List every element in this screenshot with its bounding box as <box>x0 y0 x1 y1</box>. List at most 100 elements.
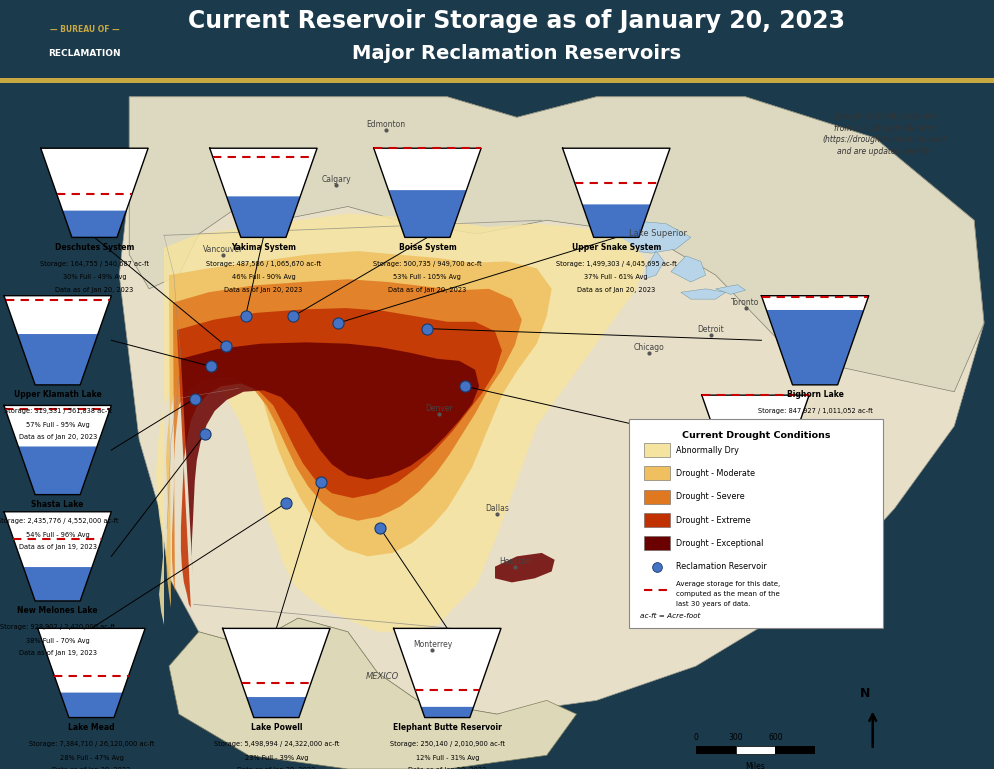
Polygon shape <box>702 395 809 484</box>
Text: Data as of Jan 20, 2023: Data as of Jan 20, 2023 <box>776 434 854 441</box>
Bar <box>644 490 670 504</box>
Bar <box>775 746 815 754</box>
Polygon shape <box>716 285 746 295</box>
Text: Upper Snake System: Upper Snake System <box>572 243 661 252</box>
Text: Drought - Extreme: Drought - Extreme <box>676 515 750 524</box>
Text: Miles: Miles <box>746 762 765 769</box>
Text: Detroit: Detroit <box>698 325 724 335</box>
Text: Data as of Jan 20, 2023: Data as of Jan 20, 2023 <box>53 767 130 769</box>
Text: Storage: 250,140 / 2,010,900 ac-ft: Storage: 250,140 / 2,010,900 ac-ft <box>390 741 505 747</box>
Text: Toronto: Toronto <box>732 298 759 307</box>
Text: Houston: Houston <box>499 558 531 566</box>
Bar <box>644 467 670 480</box>
Polygon shape <box>129 97 984 391</box>
Text: Yakima System: Yakima System <box>231 243 296 252</box>
Text: 0: 0 <box>694 733 698 741</box>
Bar <box>696 746 736 754</box>
Text: Drought - Severe: Drought - Severe <box>676 492 745 501</box>
Text: Storage: 319,331 / 561,838 ac-ft: Storage: 319,331 / 561,838 ac-ft <box>4 408 111 414</box>
Text: last 30 years of data.: last 30 years of data. <box>676 601 750 607</box>
Polygon shape <box>156 213 646 632</box>
Text: 53% Full - 105% Avg: 53% Full - 105% Avg <box>394 275 461 281</box>
Polygon shape <box>4 405 111 494</box>
Text: 28% Full - 47% Avg: 28% Full - 47% Avg <box>60 754 123 761</box>
Polygon shape <box>374 148 481 238</box>
Text: Chicago: Chicago <box>634 343 664 351</box>
Text: Calgary: Calgary <box>321 175 351 184</box>
Bar <box>644 513 670 527</box>
Polygon shape <box>761 296 869 384</box>
Text: Storage: 847,927 / 1,011,052 ac-ft: Storage: 847,927 / 1,011,052 ac-ft <box>757 408 873 414</box>
Text: Data as of Jan 19, 2023: Data as of Jan 19, 2023 <box>19 544 96 550</box>
Text: Denver: Denver <box>425 404 453 414</box>
Text: Current Drought Conditions: Current Drought Conditions <box>682 431 830 440</box>
Text: Storage: 5,498,994 / 24,322,000 ac-ft: Storage: 5,498,994 / 24,322,000 ac-ft <box>214 741 339 747</box>
Text: 30% Full - 49% Avg: 30% Full - 49% Avg <box>63 275 126 281</box>
Text: N: N <box>860 687 870 701</box>
Text: Storage: 928,902 / 2,420,000 ac-ft: Storage: 928,902 / 2,420,000 ac-ft <box>0 624 115 631</box>
Polygon shape <box>41 148 148 238</box>
Polygon shape <box>421 707 473 717</box>
Polygon shape <box>18 447 97 494</box>
Text: 61% Full - 104% Avg: 61% Full - 104% Avg <box>722 521 789 528</box>
Text: Upper Klamath Lake: Upper Klamath Lake <box>14 391 101 399</box>
Text: Vancouver: Vancouver <box>203 245 243 254</box>
Text: Data as of Jan 20, 2023: Data as of Jan 20, 2023 <box>717 534 794 540</box>
Polygon shape <box>247 697 306 717</box>
Bar <box>644 443 670 457</box>
Text: Data as of Jan 19, 2023: Data as of Jan 19, 2023 <box>19 651 96 656</box>
Polygon shape <box>646 251 664 278</box>
Text: Lake Mead: Lake Mead <box>69 723 114 732</box>
Polygon shape <box>61 693 122 717</box>
Polygon shape <box>172 279 522 592</box>
Text: Storage: 202,171 / 330,654 ac-ft: Storage: 202,171 / 330,654 ac-ft <box>701 508 810 514</box>
Text: Storage: 500,735 / 949,700 ac-ft: Storage: 500,735 / 949,700 ac-ft <box>373 261 482 267</box>
Text: 38% Full - 70% Avg: 38% Full - 70% Avg <box>26 638 89 644</box>
Text: RECLAMATION: RECLAMATION <box>48 49 121 58</box>
Polygon shape <box>210 148 317 238</box>
Text: Data as of Jan 20, 2023: Data as of Jan 20, 2023 <box>238 767 315 769</box>
Text: Data as of Jan 20, 2023: Data as of Jan 20, 2023 <box>409 767 486 769</box>
Text: 54% Full - 96% Avg: 54% Full - 96% Avg <box>26 531 89 538</box>
Text: Bighorn Lake: Bighorn Lake <box>786 391 844 399</box>
FancyBboxPatch shape <box>629 419 883 628</box>
Polygon shape <box>714 430 797 484</box>
Polygon shape <box>582 205 650 238</box>
Polygon shape <box>223 628 330 717</box>
Text: 300: 300 <box>729 733 743 741</box>
Polygon shape <box>495 553 555 582</box>
Text: Storage: 2,435,776 / 4,552,000 ac-ft: Storage: 2,435,776 / 4,552,000 ac-ft <box>0 518 118 524</box>
Text: 37% Full - 61% Avg: 37% Full - 61% Avg <box>584 275 648 281</box>
Polygon shape <box>17 334 98 384</box>
Text: 57% Full - 95% Avg: 57% Full - 95% Avg <box>26 422 89 428</box>
Text: Current Reservoir Storage as of January 20, 2023: Current Reservoir Storage as of January … <box>189 8 845 33</box>
Text: Storage: 7,384,710 / 26,120,000 ac-ft: Storage: 7,384,710 / 26,120,000 ac-ft <box>29 741 154 747</box>
Text: Deschutes System: Deschutes System <box>55 243 134 252</box>
Text: ac-ft = Acre-foot: ac-ft = Acre-foot <box>640 614 701 620</box>
Text: Data as of Jan 20, 2023: Data as of Jan 20, 2023 <box>578 287 655 293</box>
Text: Data as of Jan 20, 2023: Data as of Jan 20, 2023 <box>56 287 133 293</box>
Polygon shape <box>766 310 864 384</box>
Text: Average storage for this date,: Average storage for this date, <box>676 581 780 588</box>
Text: New Melones Lake: New Melones Lake <box>18 607 97 615</box>
Polygon shape <box>681 289 726 299</box>
Text: Drought - Moderate: Drought - Moderate <box>676 469 754 478</box>
Text: Elephant Butte Reservoir: Elephant Butte Reservoir <box>393 723 502 732</box>
Text: MEXICO: MEXICO <box>366 672 400 681</box>
Text: Lake Powell: Lake Powell <box>250 723 302 732</box>
Bar <box>736 746 775 754</box>
Text: Drought - Exceptional: Drought - Exceptional <box>676 539 763 548</box>
Polygon shape <box>63 211 126 238</box>
Polygon shape <box>38 628 145 717</box>
Polygon shape <box>166 251 552 608</box>
Polygon shape <box>563 148 670 238</box>
Polygon shape <box>169 618 577 769</box>
Text: Boise System: Boise System <box>399 243 456 252</box>
Text: — BUREAU OF —: — BUREAU OF — <box>50 25 119 34</box>
Polygon shape <box>23 567 92 601</box>
Text: Lake Superior: Lake Superior <box>629 229 687 238</box>
Text: Reclamation Reservoir: Reclamation Reservoir <box>676 562 766 571</box>
Text: Abnormally Dry: Abnormally Dry <box>676 445 739 454</box>
Polygon shape <box>591 220 691 253</box>
Text: 12% Full - 31% Avg: 12% Full - 31% Avg <box>415 754 479 761</box>
